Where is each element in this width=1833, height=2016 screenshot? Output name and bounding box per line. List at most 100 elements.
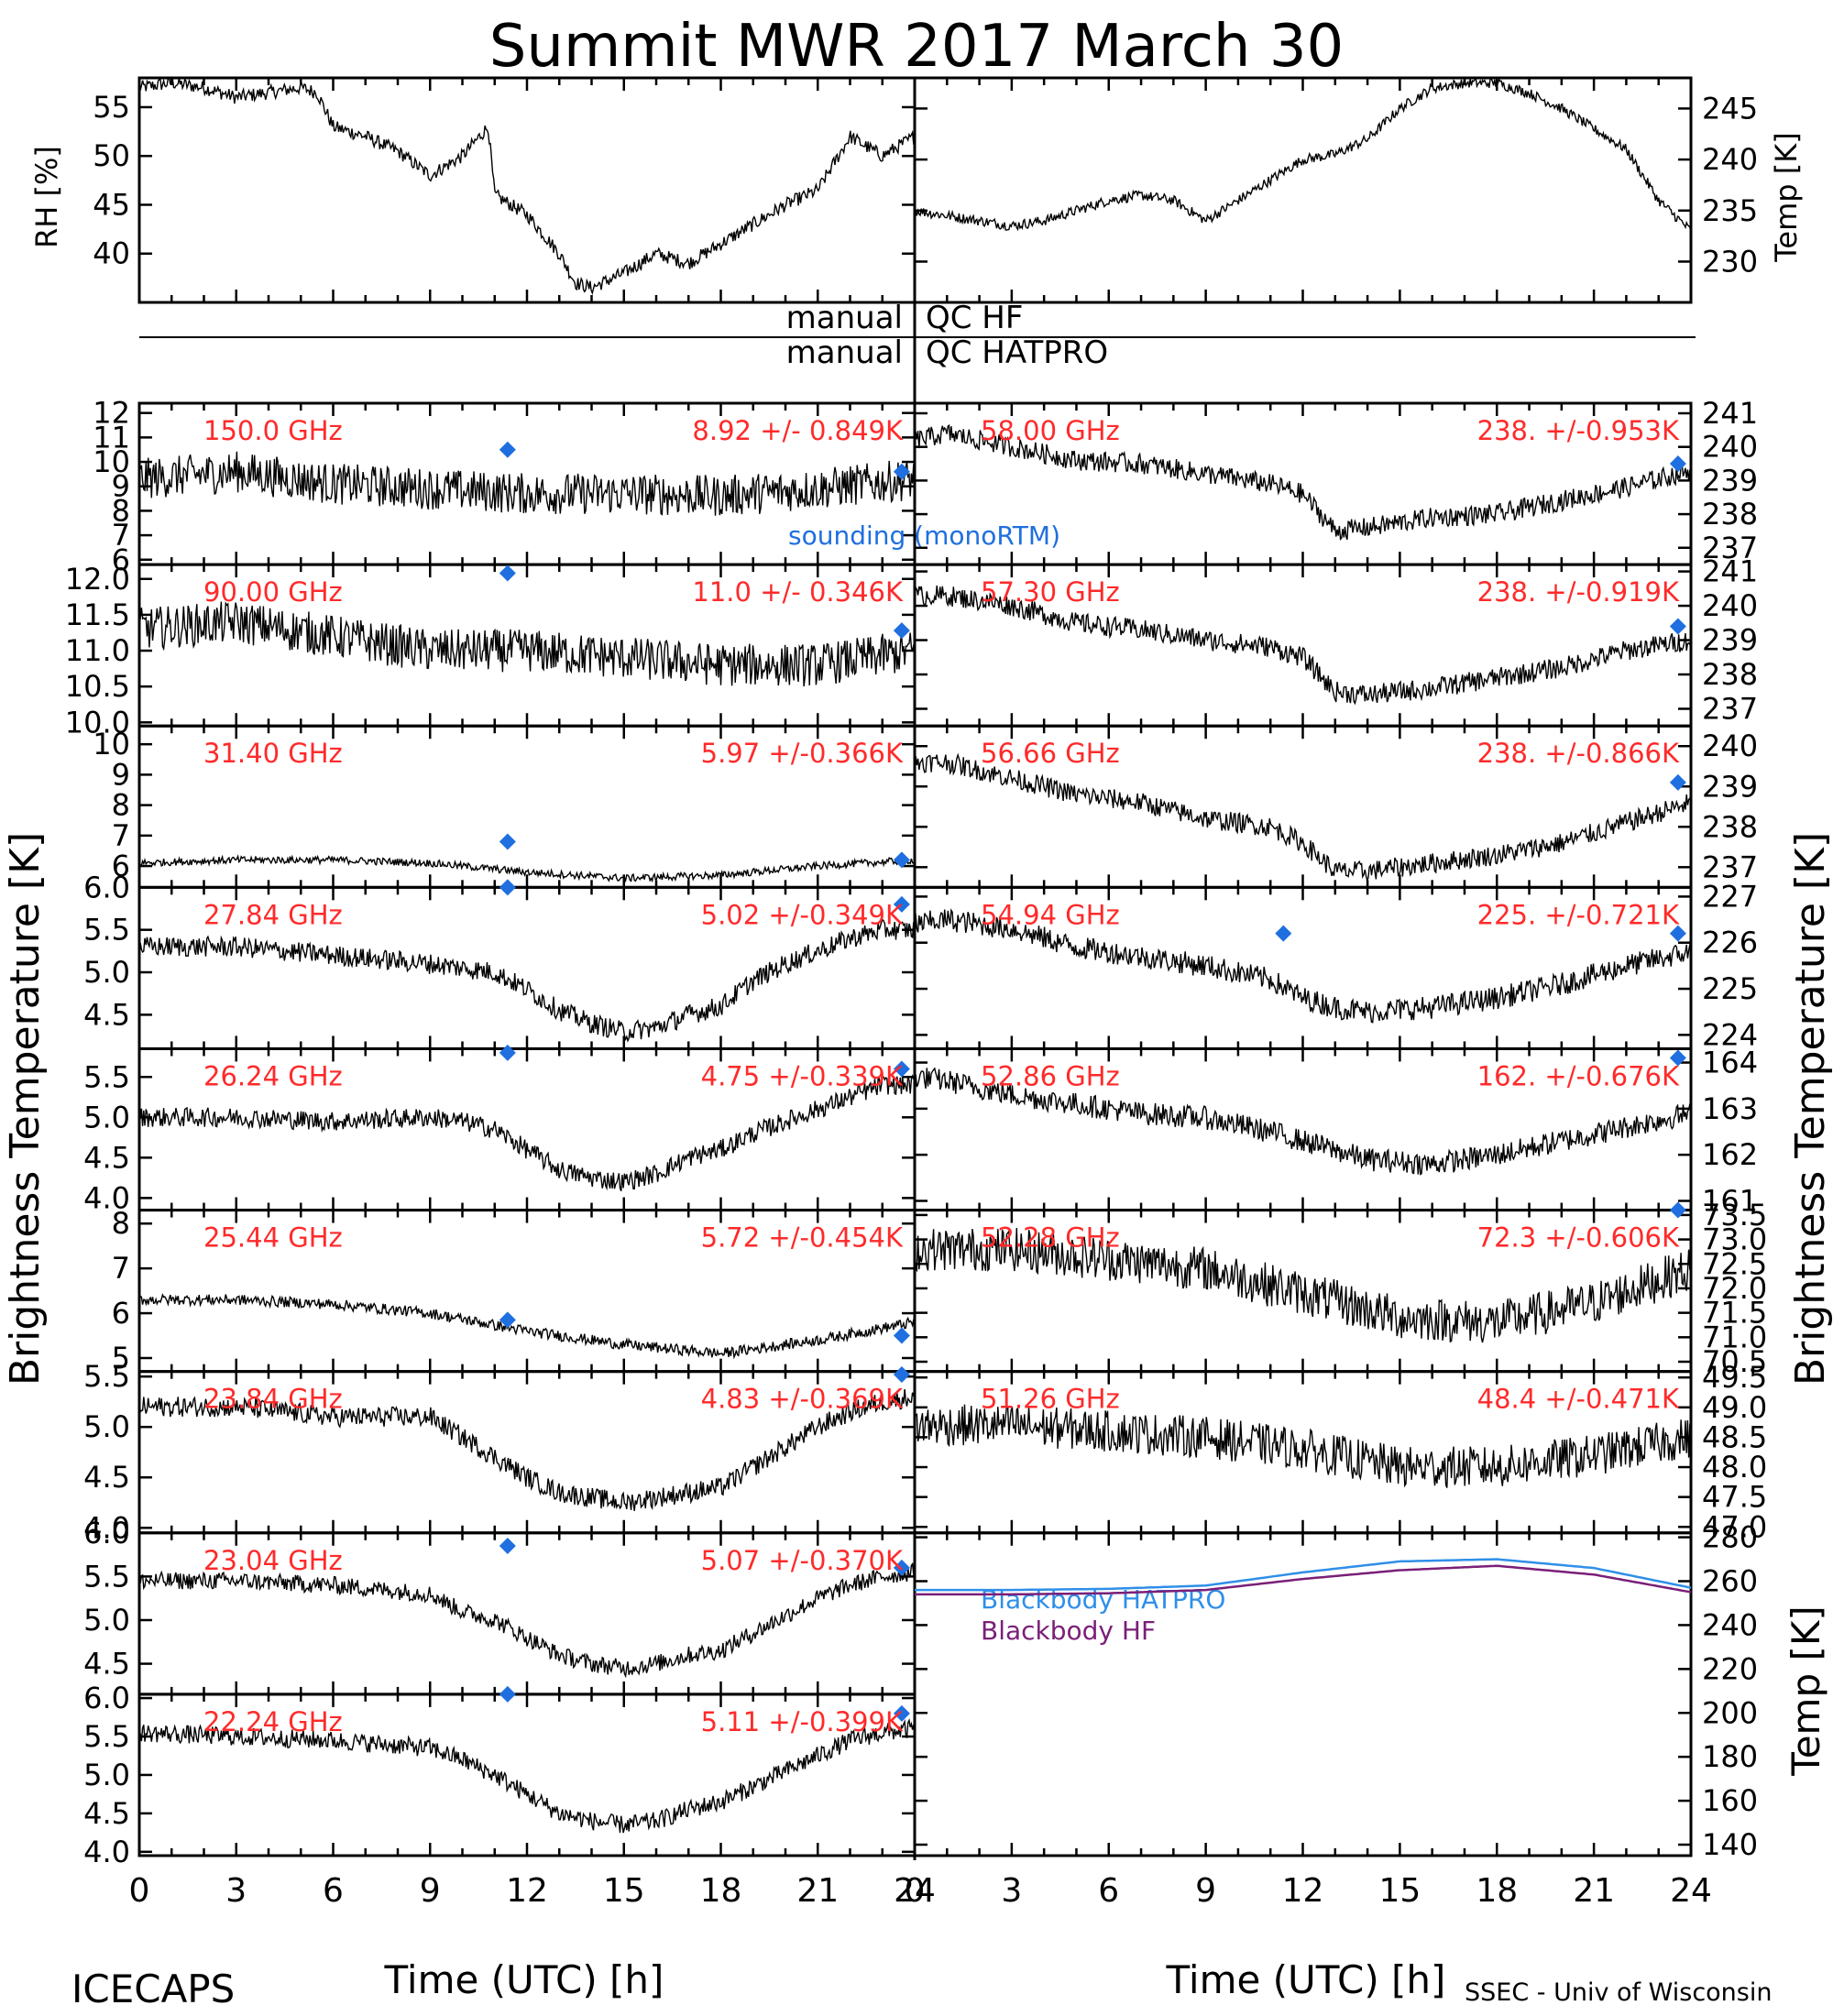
tb-trace (138, 601, 916, 687)
qc-flag-left-2: manual (786, 334, 903, 371)
channel-stat: 5.07 +/-0.370K (701, 1545, 904, 1576)
y-tick-label: 241 (1702, 396, 1758, 431)
sounding-diamond (893, 1559, 910, 1576)
y-tick-label: 238 (1702, 497, 1758, 531)
chart-title: Summit MWR 2017 March 30 (489, 13, 1345, 81)
y-tick-label: 55 (93, 90, 130, 125)
y-tick-label: 4.5 (83, 1796, 130, 1831)
left-channel-panel: 4.0 4.5 5.0 5.5 26.24 GHz 4.75 +/-0.339K (83, 1044, 916, 1215)
y-tick-label: 72.5 (1702, 1246, 1767, 1281)
y-tick-label: 5.5 (83, 1559, 130, 1594)
y-tick-label: 226 (1702, 926, 1758, 960)
footer-ssec: SSEC - Univ of Wisconsin (1465, 1978, 1772, 2007)
blackbody-ylabel: Temp [K] (1784, 1605, 1828, 1777)
blackbody-legend: Blackbody HATPRO (981, 1584, 1225, 1615)
footer-icecaps: ICECAPS (71, 1967, 235, 2011)
sounding-diamond (499, 879, 516, 896)
channel-stat: 225. +/-0.721K (1477, 899, 1680, 930)
y-tick-label: 6.0 (83, 870, 130, 904)
y-tick-label: 47.0 (1702, 1509, 1767, 1544)
sounding-diamond (893, 1060, 910, 1078)
sounding-diamond (499, 441, 516, 458)
x-axis-label-left: Time (UTC) [h] (384, 1957, 664, 2002)
channel-frequency: 56.66 GHz (981, 738, 1120, 769)
x-tick-label: 6 (323, 1872, 344, 1910)
channel-stat: 238. +/-0.953K (1477, 415, 1680, 446)
x-tick-label: 24 (894, 1872, 936, 1910)
y-tick-label: 4.5 (83, 1140, 130, 1175)
x-tick-label: 9 (420, 1872, 441, 1910)
sounding-diamond (1669, 925, 1686, 942)
x-tick-label: 18 (700, 1872, 742, 1910)
y-tick-label: 50 (93, 138, 130, 173)
channel-stat: 48.4 +/-0.471K (1477, 1384, 1680, 1415)
y-tick-label: 161 (1702, 1183, 1758, 1218)
rh-ylabel: RH [%] (29, 146, 64, 248)
y-tick-label: 73.5 (1702, 1198, 1767, 1233)
sounding-diamond (499, 1311, 516, 1329)
left-channel-panel: 10.010.511.011.512.0 90.00 GHz 11.0 +/- 0.… (65, 562, 916, 740)
y-tick-label: 237 (1702, 691, 1758, 726)
y-tick-label: 5.5 (83, 1359, 130, 1394)
temp-panel: 230 235 240 245 Temp [K] (913, 76, 1804, 304)
y-tick-label: 5.0 (83, 1758, 130, 1792)
x-tick-label: 21 (796, 1872, 839, 1910)
channel-stat: 238. +/-0.866K (1477, 738, 1680, 769)
y-tick-label: 49.5 (1702, 1360, 1767, 1395)
y-tick-label: 237 (1702, 849, 1758, 884)
y-tick-label: 4.0 (83, 1180, 130, 1215)
blackbody-legend: Blackbody HF (981, 1616, 1156, 1646)
y-tick-label: 10 (93, 727, 130, 761)
sounding-diamond (499, 1685, 516, 1703)
y-tick-label: 10 (93, 444, 130, 479)
tb-trace (914, 1404, 1692, 1488)
x-tick-label: 18 (1476, 1872, 1518, 1910)
y-tick-label: 6.0 (83, 1681, 130, 1715)
y-tick-label: 164 (1702, 1046, 1758, 1080)
channel-frequency: 26.24 GHz (203, 1060, 343, 1091)
sounding-diamond (893, 622, 910, 640)
sounding-diamond (1275, 925, 1292, 942)
channel-frequency: 52.86 GHz (981, 1060, 1120, 1091)
sounding-diamond (893, 463, 910, 480)
rh-trace (138, 77, 916, 295)
y-tick-label: 71.5 (1702, 1296, 1767, 1331)
y-tick-label: 6 (112, 849, 130, 883)
y-tick-label: 73.0 (1702, 1222, 1767, 1257)
y-tick-label: 237 (1702, 531, 1758, 565)
blackbody-line (915, 1558, 1692, 1592)
y-tick-label: 4.0 (83, 1835, 130, 1869)
x-tick-label: 12 (506, 1872, 548, 1910)
y-tick-label: 227 (1702, 879, 1758, 914)
y-tick-label: 224 (1702, 1017, 1758, 1052)
sounding-diamond (893, 1365, 910, 1383)
channel-frequency: 150.0 GHz (203, 415, 343, 446)
channel-frequency: 22.24 GHz (203, 1706, 343, 1737)
tb-trace (138, 854, 916, 883)
y-tick-label: 180 (1702, 1739, 1758, 1774)
y-tick-label: 240 (1702, 430, 1758, 465)
tb-trace (914, 908, 1692, 1024)
y-tick-label: 5 (112, 1341, 130, 1375)
blackbody-line (915, 1564, 1692, 1596)
x-tick-label: 6 (1098, 1872, 1119, 1910)
x-tick-label: 0 (905, 1872, 926, 1910)
sounding-diamond (499, 564, 516, 582)
y-axis-label-right: Brightness Temperature [K] (1787, 832, 1833, 1386)
y-tick-label: 239 (1702, 769, 1758, 804)
sounding-diamond (1669, 455, 1686, 473)
rh-panel: 40 45 50 55 RH [%] (29, 76, 916, 304)
channel-stat: 238. +/-0.919K (1477, 576, 1680, 608)
y-tick-label: 8 (112, 1206, 130, 1241)
channel-stat: 5.02 +/-0.349K (701, 899, 904, 930)
right-channel-panel: 224 225 226 227 54.94 GHz 225. +/-0.721K (913, 879, 1758, 1052)
y-tick-label: 4.0 (83, 1510, 130, 1545)
sounding-legend: sounding (monoRTM) (788, 520, 1060, 551)
blackbody-panel-frame (913, 1531, 1693, 1857)
y-tick-label: 6 (112, 542, 130, 577)
y-tick-label: 49.0 (1702, 1390, 1767, 1425)
y-tick-label: 240 (1702, 1607, 1758, 1642)
left-channel-panel: 4.0 4.5 5.0 5.5 23.84 GHz 4.83 +/-0.369K (83, 1359, 916, 1545)
